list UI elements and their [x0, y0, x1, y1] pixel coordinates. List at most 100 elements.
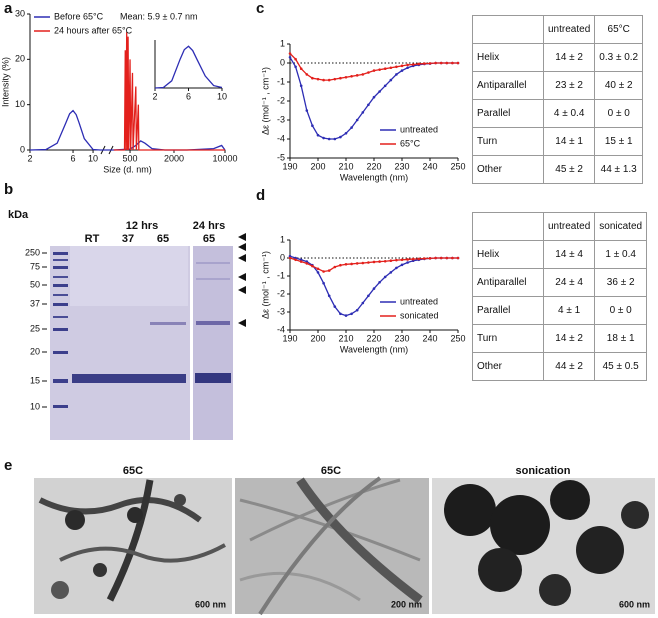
decoration — [238, 233, 246, 241]
x-tick-label: 2 — [27, 153, 32, 163]
row-label: Other — [472, 155, 544, 184]
data-point — [350, 312, 353, 316]
decoration — [174, 494, 186, 506]
data-point — [372, 95, 376, 99]
y-tick-label: -3 — [277, 306, 285, 316]
row-label: Antiparallel — [472, 71, 544, 100]
data-point — [333, 137, 337, 141]
value-cell: 45 ± 2 — [542, 155, 596, 184]
x-tick-label: 500 — [123, 153, 138, 163]
value-cell: 36 ± 2 — [594, 268, 648, 297]
value-cell: 18 ± 1 — [594, 324, 648, 353]
decoration — [93, 563, 107, 577]
y-tick-label: 20 — [15, 54, 25, 64]
data-point — [305, 109, 309, 112]
data-point — [316, 267, 320, 271]
decoration — [258, 476, 382, 616]
decoration: Helix 14 ± 2 0.3 ± 0.2 — [472, 43, 644, 72]
x-tick-label: 190 — [282, 161, 297, 171]
x-tick-label: 200 — [310, 161, 325, 171]
data-point — [400, 258, 404, 262]
value-cell: 23 ± 2 — [542, 71, 596, 100]
data-point — [389, 259, 393, 263]
data-point — [339, 263, 342, 267]
data-point — [434, 61, 437, 65]
value-cell: 15 ± 1 — [594, 127, 644, 156]
decoration — [195, 373, 231, 383]
decoration — [490, 495, 550, 555]
y-tick-label: 0 — [280, 57, 285, 67]
data-point — [350, 75, 353, 78]
data-point — [378, 260, 381, 263]
gel-marker: 250 — [25, 247, 40, 257]
data-point — [400, 69, 404, 72]
y-tick-label: 1 — [280, 234, 285, 244]
data-point — [344, 263, 348, 266]
data-point — [344, 75, 348, 79]
decoration — [53, 351, 68, 354]
decoration — [72, 374, 186, 383]
value-cell: 14 ± 2 — [542, 324, 596, 353]
data-point — [355, 118, 359, 122]
scale-bar-label: 600 nm — [619, 599, 650, 609]
decoration — [193, 246, 233, 440]
value-cell: 0 ± 0 — [594, 99, 644, 128]
data-point — [367, 261, 370, 264]
row-label: Antiparallel — [472, 268, 544, 297]
decoration: Parallel 4 ± 0.4 0 ± 0 — [472, 99, 644, 128]
data-point — [311, 264, 314, 268]
data-point — [294, 57, 297, 61]
gel-marker: 50 — [30, 279, 40, 289]
decoration — [196, 278, 230, 280]
data-point — [367, 103, 370, 107]
decoration — [51, 581, 69, 599]
tem-image — [34, 476, 655, 616]
header-cell: untreated — [542, 212, 596, 241]
y-axis-label: Δε (mol⁻¹ , cm⁻¹) — [260, 251, 270, 319]
data-point — [417, 62, 421, 66]
data-point — [339, 76, 342, 80]
data-point — [294, 258, 297, 262]
data-point — [445, 256, 449, 260]
decoration — [53, 405, 68, 408]
data-point — [288, 52, 292, 55]
data-point — [434, 256, 437, 260]
data-point — [294, 65, 297, 69]
panel-label: e — [4, 457, 12, 474]
gel-marker: 15 — [30, 375, 40, 385]
gel-marker: 25 — [30, 323, 40, 333]
data-point — [361, 301, 365, 305]
decoration — [196, 262, 230, 264]
data-point — [322, 281, 325, 285]
data-point — [316, 77, 320, 81]
decoration — [53, 276, 68, 278]
data-point — [339, 135, 342, 139]
data-point — [339, 312, 342, 316]
header-cell: untreated — [542, 15, 596, 44]
data-point — [355, 74, 359, 77]
row-label: Helix — [472, 240, 544, 269]
data-point — [406, 261, 409, 264]
decoration — [539, 574, 571, 606]
data-point — [355, 262, 359, 265]
data-point — [406, 63, 409, 67]
data-point — [288, 254, 292, 258]
y-tick-label: -3 — [277, 114, 285, 124]
data-point — [456, 256, 460, 260]
data-point — [350, 262, 353, 266]
data-point — [299, 84, 303, 88]
structure-table: untreated 65°C Helix 14 ± 2 0.3 ± 0.2 Antipar… — [472, 15, 644, 184]
x-tick-label: 240 — [422, 161, 437, 171]
y-tick-label: 0 — [280, 252, 285, 262]
row-label: Other — [472, 352, 544, 381]
gel-lane: RT — [85, 233, 100, 245]
value-cell: 14 ± 2 — [542, 43, 596, 72]
x-tick-label: 220 — [366, 161, 381, 171]
value-cell: 24 ± 4 — [542, 268, 596, 297]
data-point — [333, 77, 337, 81]
x-tick-label: 6 — [71, 153, 76, 163]
value-cell: 14 ± 4 — [542, 240, 596, 269]
data-point — [378, 90, 381, 93]
data-point — [395, 73, 398, 76]
gel-unit: kDa — [8, 209, 29, 221]
